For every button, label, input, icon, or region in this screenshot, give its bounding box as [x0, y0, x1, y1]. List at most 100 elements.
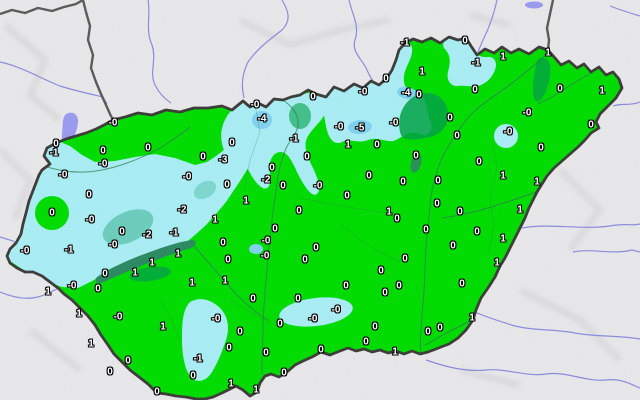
- station-temp-label: 0: [383, 73, 389, 85]
- station-temp-label: -0: [108, 239, 118, 251]
- station-temp-label: 0: [343, 280, 349, 292]
- station-temp-label: 0: [374, 139, 380, 151]
- station-temp-label: 0: [237, 326, 243, 338]
- station-temp-label: 0: [226, 342, 232, 354]
- station-temp-label: 1: [517, 204, 523, 216]
- station-temp-label: -0: [522, 107, 532, 119]
- station-temp-label: -0: [250, 99, 260, 111]
- station-temp-label: -0: [261, 235, 271, 247]
- station-temp-label: 0: [190, 370, 196, 382]
- station-temp-label: -5: [355, 122, 365, 134]
- station-temp-label: 1: [345, 139, 351, 151]
- station-temp-label: 0: [372, 321, 378, 333]
- station-temp-label: -1: [471, 57, 481, 69]
- station-temp-label: 0: [459, 278, 465, 290]
- station-temp-label: 1: [500, 233, 506, 245]
- station-temp-label: 1: [160, 321, 166, 333]
- station-temp-label: 0: [344, 190, 350, 202]
- station-temp-label: -0: [211, 313, 221, 325]
- station-temp-label: 0: [474, 226, 480, 238]
- station-temp-label: -0: [260, 250, 270, 262]
- station-temp-label: 0: [394, 213, 400, 225]
- station-temp-label: 1: [392, 346, 398, 358]
- station-temp-label: -0: [389, 117, 399, 129]
- station-temp-label: 0: [229, 137, 235, 149]
- station-temp-label: 1: [545, 47, 551, 59]
- station-temp-label: 1: [222, 275, 228, 287]
- station-temp-label: 1: [132, 267, 138, 279]
- station-temp-label: 0: [462, 35, 468, 47]
- station-temp-label: 0: [472, 84, 478, 96]
- station-temp-label: 1: [386, 206, 392, 218]
- station-temp-label: 0: [225, 254, 231, 266]
- station-temp-label: 1: [189, 277, 195, 289]
- station-temp-label: 0: [302, 254, 308, 266]
- station-temp-label: -0: [358, 86, 368, 98]
- station-temp-label: 0: [53, 138, 59, 150]
- station-temp-label: -1: [49, 147, 59, 159]
- station-temp-label: 1: [212, 214, 218, 226]
- station-temp-label: -0: [334, 121, 344, 133]
- station-temp-label: -2: [177, 204, 187, 216]
- station-temp-label: 1: [88, 338, 94, 350]
- station-temp-label: 0: [224, 179, 230, 191]
- station-temp-label: 0: [400, 176, 406, 188]
- station-temp-label: -0: [58, 169, 68, 181]
- station-temp-label: 1: [45, 286, 51, 298]
- station-temp-label: 0: [280, 180, 286, 192]
- station-temp-label: 0: [476, 156, 482, 168]
- station-temp-label: -0: [85, 214, 95, 226]
- station-temp-label: 1: [76, 308, 82, 320]
- station-temp-label: 0: [86, 189, 92, 201]
- station-temp-label: -0: [113, 311, 123, 323]
- station-temp-label: 1: [469, 312, 475, 324]
- station-temp-label: 0: [318, 344, 324, 356]
- station-temp-label: 0: [250, 293, 256, 305]
- station-temp-label: 0: [145, 142, 151, 154]
- station-temp-label: 0: [423, 224, 429, 236]
- station-temp-label: -4: [401, 87, 411, 99]
- station-temp-label: -0: [313, 180, 323, 192]
- station-temp-label: 1: [228, 378, 234, 390]
- station-temp-label: 0: [304, 151, 310, 163]
- station-temp-label: 0: [588, 119, 594, 131]
- station-temp-label: 1: [419, 66, 425, 78]
- station-temp-label: 0: [538, 142, 544, 154]
- station-temp-label: 1: [599, 85, 605, 97]
- station-temp-label: -1: [64, 244, 74, 256]
- station-temp-label: 0: [281, 367, 287, 379]
- station-temp-label: 0: [450, 240, 456, 252]
- station-temp-label: 0: [437, 322, 443, 334]
- station-temp-label: 0: [434, 198, 440, 210]
- station-temp-label: -1: [193, 353, 203, 365]
- station-temp-label: 0: [382, 287, 388, 299]
- station-temp-label: -1: [169, 227, 179, 239]
- station-temp-label: 0: [416, 89, 422, 101]
- station-temp-label: 1: [243, 195, 249, 207]
- station-temp-label: 0: [119, 226, 125, 238]
- station-temp-label: 0: [200, 151, 206, 163]
- station-temp-label: 0: [310, 91, 316, 103]
- station-temp-label: -3: [218, 154, 228, 166]
- station-temp-label: 0: [363, 336, 369, 348]
- station-temp-label: 0: [454, 130, 460, 142]
- station-temp-label: -1: [400, 37, 410, 49]
- station-temp-label: 1: [175, 248, 181, 260]
- station-temp-label: 0: [269, 162, 275, 174]
- station-temp-label: 0: [107, 366, 113, 378]
- station-temp-label: 0: [295, 293, 301, 305]
- station-temp-label: -1: [289, 133, 299, 145]
- station-temp-label: 1: [500, 170, 506, 182]
- station-temp-label: 1: [149, 257, 155, 269]
- station-temp-label: -0: [108, 117, 118, 129]
- station-temp-label: 0: [272, 223, 278, 235]
- station-temp-label: 0: [49, 207, 55, 219]
- station-temp-label: 0: [435, 175, 441, 187]
- station-temp-label: 0: [100, 145, 106, 157]
- station-temp-label: -2: [142, 229, 152, 241]
- station-temp-label: -0: [98, 158, 108, 170]
- station-temp-label: -0: [20, 245, 30, 257]
